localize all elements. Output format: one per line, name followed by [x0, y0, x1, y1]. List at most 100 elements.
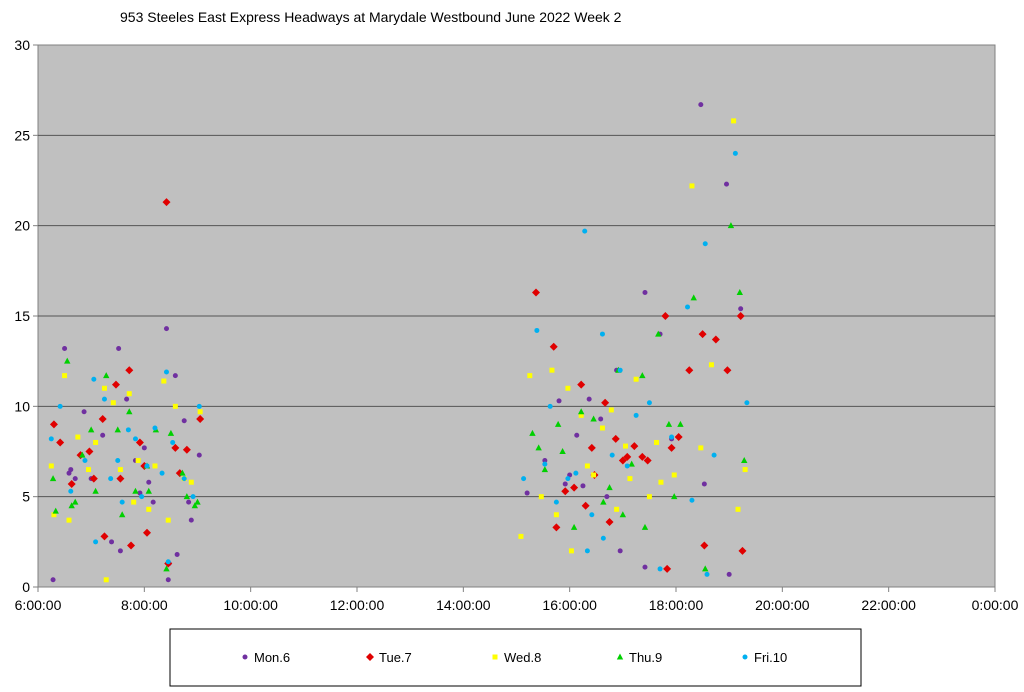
data-point	[633, 376, 639, 382]
data-point	[655, 330, 662, 337]
data-point	[598, 416, 604, 422]
data-point	[591, 472, 597, 478]
data-point	[51, 512, 57, 518]
data-point	[56, 438, 65, 447]
data-point	[738, 546, 747, 555]
data-point	[671, 472, 677, 478]
data-point	[101, 396, 107, 402]
data-point	[152, 425, 158, 431]
data-point	[554, 420, 562, 427]
data-point	[196, 452, 202, 458]
legend-marker	[742, 654, 748, 660]
x-tick-label: 22:00:00	[861, 597, 916, 613]
data-point	[577, 380, 586, 389]
data-point	[92, 487, 99, 494]
data-point	[638, 452, 647, 461]
x-tick-label: 12:00:00	[330, 597, 385, 613]
data-point	[159, 470, 165, 476]
data-point	[698, 330, 707, 339]
data-point	[109, 539, 115, 545]
data-point	[190, 494, 196, 500]
chart-title: 953 Steeles East Express Headways at Mar…	[120, 9, 622, 25]
legend-label: Tue.7	[379, 650, 412, 665]
data-point	[49, 420, 58, 429]
data-point	[150, 499, 156, 505]
data-point	[75, 434, 81, 440]
data-point	[181, 418, 187, 424]
data-point	[132, 487, 139, 494]
data-point	[72, 476, 78, 482]
data-point	[98, 414, 107, 423]
data-point	[161, 378, 167, 384]
data-point	[67, 480, 76, 489]
data-point	[741, 457, 748, 464]
legend-marker	[492, 654, 498, 660]
data-point	[565, 476, 571, 482]
data-point	[171, 443, 180, 452]
data-point	[100, 432, 106, 438]
data-point	[732, 150, 738, 156]
data-point	[600, 498, 607, 505]
data-point	[135, 458, 141, 464]
data-point	[93, 539, 99, 545]
data-point	[633, 412, 639, 418]
data-point	[125, 366, 134, 375]
data-point	[196, 403, 202, 409]
data-point	[654, 439, 660, 445]
data-point	[619, 511, 627, 518]
data-point	[115, 458, 121, 464]
x-tick-label: 8:00:00	[121, 597, 168, 613]
data-point	[711, 452, 717, 458]
data-point	[738, 306, 744, 312]
data-point	[197, 409, 203, 415]
data-point	[727, 222, 735, 229]
data-point	[608, 407, 614, 413]
legend-label: Wed.8	[504, 650, 541, 665]
y-tick-label: 30	[14, 37, 30, 53]
data-point	[524, 490, 530, 496]
data-point	[145, 487, 152, 494]
data-point	[587, 443, 596, 452]
x-tick-label: 18:00:00	[649, 597, 704, 613]
data-point	[146, 506, 152, 512]
data-point	[188, 517, 194, 523]
data-point	[665, 420, 673, 427]
data-point	[646, 494, 652, 500]
y-tick-label: 0	[22, 579, 30, 595]
data-point	[606, 484, 613, 491]
legend-label: Mon.6	[254, 650, 290, 665]
data-point	[553, 499, 559, 505]
data-point	[581, 501, 590, 510]
data-point	[542, 461, 548, 467]
data-point	[669, 434, 675, 440]
data-point	[62, 373, 68, 379]
data-point	[110, 400, 116, 406]
data-point	[601, 398, 610, 407]
x-tick-label: 20:00:00	[755, 597, 810, 613]
y-tick-label: 15	[14, 308, 30, 324]
data-point	[711, 335, 720, 344]
data-point	[549, 342, 558, 351]
data-point	[91, 376, 97, 382]
data-point	[64, 357, 71, 364]
data-point	[127, 541, 136, 550]
data-point	[85, 447, 94, 456]
data-point	[552, 523, 561, 532]
data-point	[139, 494, 145, 500]
data-point	[584, 548, 590, 554]
data-point	[68, 502, 75, 509]
data-point	[186, 499, 192, 505]
data-point	[163, 326, 169, 332]
data-point	[135, 438, 144, 447]
data-point	[639, 372, 646, 379]
data-point	[81, 409, 87, 415]
x-tick-label: 10:00:00	[223, 597, 278, 613]
data-point	[132, 436, 138, 442]
data-point	[589, 512, 595, 518]
data-point	[119, 499, 125, 505]
data-point	[726, 571, 732, 577]
data-point	[170, 439, 176, 445]
data-point	[618, 456, 627, 465]
data-point	[702, 241, 708, 247]
data-point	[124, 396, 130, 402]
